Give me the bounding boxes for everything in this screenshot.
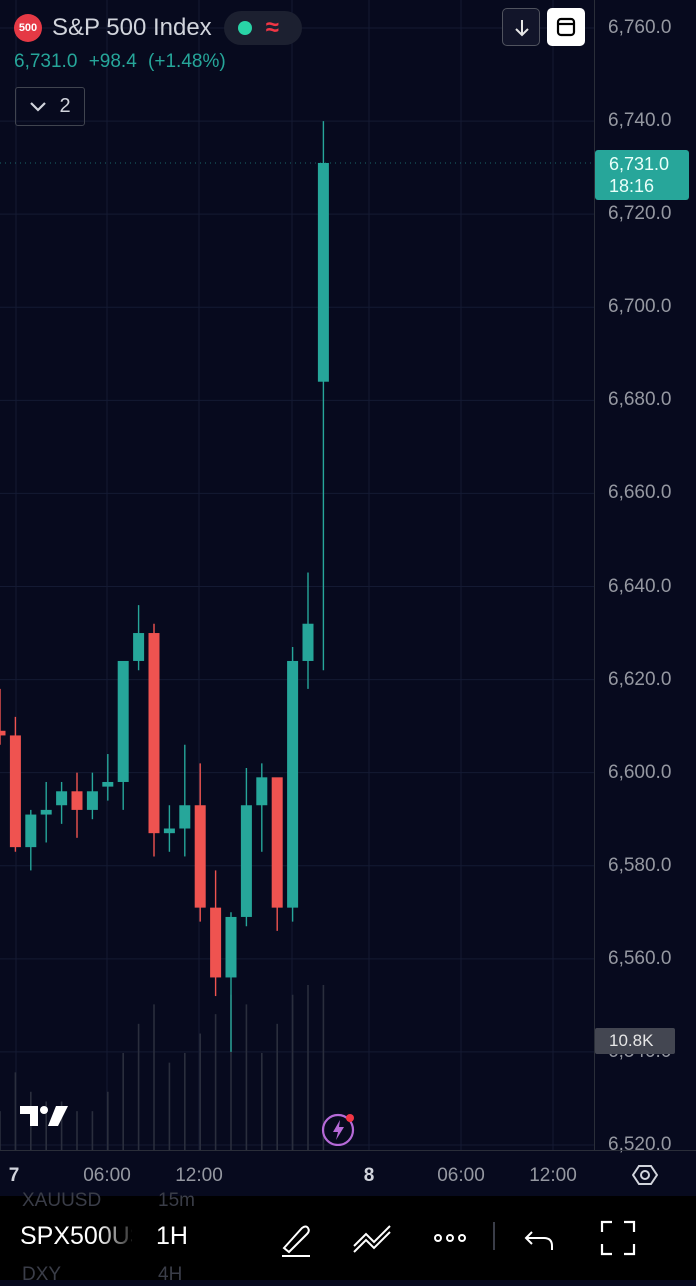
candle-body	[163, 828, 175, 834]
price-axis-label: 6,700.0	[608, 296, 672, 318]
price-axis-label: 6,520.0	[608, 1134, 672, 1155]
scroll-to-latest-button[interactable]	[502, 8, 540, 46]
candle-body	[240, 805, 252, 917]
price-axis-label: 6,720.0	[608, 203, 672, 225]
candle-body	[102, 781, 114, 787]
candle-body	[194, 805, 206, 908]
indicators-count: 2	[59, 95, 71, 117]
time-axis-label: 7	[8, 1165, 20, 1186]
candle-body	[148, 633, 160, 834]
price-axis-label: 6,580.0	[608, 854, 672, 876]
price-axis-label: 6,680.0	[608, 389, 672, 411]
price-axis-label: 6,760.0	[608, 17, 672, 38]
symbol-fade	[98, 1218, 138, 1258]
candle-body	[225, 916, 237, 978]
price-change-percent: (+1.48%)	[148, 51, 226, 72]
candle-body	[317, 162, 329, 382]
ghost-interval-prev: 15m	[158, 1190, 195, 1211]
indicator-icon[interactable]	[350, 1216, 394, 1260]
bolt-icon[interactable]	[320, 1110, 356, 1146]
candle-body	[25, 814, 37, 848]
candle-body	[117, 660, 129, 782]
chart-area[interactable]: 500 S&P 500 Index ≈ 6,731.0 +98.4 (+1.48…	[0, 0, 594, 1150]
volume-tag: 10.8K	[595, 1028, 675, 1054]
price-axis-label: 6,660.0	[608, 482, 672, 504]
price-axis-label: 6,560.0	[608, 947, 672, 969]
ghost-interval-next: 4H	[158, 1264, 183, 1285]
last-price-tag-value: 6,731.0	[609, 154, 670, 174]
box-icon	[556, 17, 576, 37]
price-axis-label: 6,620.0	[608, 668, 672, 690]
candle-body	[9, 735, 21, 848]
candle-body	[256, 777, 268, 806]
price-axis-label: 6,740.0	[608, 110, 672, 132]
price-row: 6,731.0 +98.4 (+1.48%)	[14, 51, 302, 73]
more-icon[interactable]	[428, 1216, 472, 1260]
settings-icon[interactable]	[632, 1162, 658, 1188]
price-axis[interactable]: 6,760.0 6,740.0 6,720.0 6,700.0 6,680.0 6,660…	[594, 0, 696, 1155]
ghost-symbol-next: DXY	[22, 1264, 62, 1285]
candle-body	[40, 809, 52, 815]
delayed-data-icon: ≈	[265, 14, 279, 41]
candle-body	[179, 805, 191, 829]
undo-icon[interactable]	[518, 1216, 562, 1260]
candle-body	[210, 907, 222, 978]
time-axis-label: 12:00	[529, 1165, 577, 1186]
candle-body	[71, 791, 83, 810]
tradingview-logo-icon[interactable]	[18, 1100, 70, 1130]
draw-icon[interactable]	[274, 1216, 318, 1260]
candle-body	[302, 623, 314, 661]
fullscreen-icon[interactable]	[596, 1216, 640, 1260]
price-change: +98.4	[88, 51, 137, 72]
time-axis[interactable]: 7 06:00 12:00 8 06:00 12:00	[0, 1150, 696, 1197]
object-tree-button[interactable]	[547, 8, 585, 46]
candle-body	[287, 660, 299, 908]
interval-selector[interactable]: 1H	[156, 1222, 188, 1250]
bottom-toolbar: XAUUSD DXY 15m 4H SPX500USD 1H	[0, 1190, 696, 1285]
candle-body	[0, 730, 6, 736]
last-price-tag: 6,731.0 18:16	[595, 150, 689, 200]
price-chart[interactable]	[0, 0, 594, 1150]
bar-countdown: 18:16	[609, 176, 655, 196]
price-axis-label: 6,640.0	[608, 575, 672, 597]
symbol-title[interactable]: S&P 500 Index	[52, 14, 212, 41]
market-status-pill[interactable]: ≈	[223, 11, 302, 45]
price-axis-label: 6,600.0	[608, 761, 672, 783]
time-axis-label: 06:00	[437, 1165, 485, 1186]
last-price: 6,731.0	[14, 51, 78, 72]
indicators-toggle-button[interactable]: 2	[15, 87, 85, 126]
symbol-badge[interactable]: 500	[14, 14, 42, 42]
time-axis-label: 12:00	[175, 1165, 223, 1186]
candle-body	[56, 791, 68, 806]
candle-body	[86, 791, 98, 810]
time-axis-label: 06:00	[83, 1165, 131, 1186]
market-open-dot-icon	[237, 21, 252, 35]
time-axis-label: 8	[363, 1165, 375, 1186]
candle-body	[271, 777, 283, 908]
arrow-down-icon	[515, 20, 529, 37]
legend: 500 S&P 500 Index ≈ 6,731.0 +98.4 (+1.48…	[14, 11, 302, 73]
ghost-symbol-prev: XAUUSD	[22, 1190, 102, 1211]
candle-body	[133, 633, 145, 661]
chevron-down-icon	[30, 101, 47, 112]
toolbar-separator	[493, 1222, 495, 1250]
